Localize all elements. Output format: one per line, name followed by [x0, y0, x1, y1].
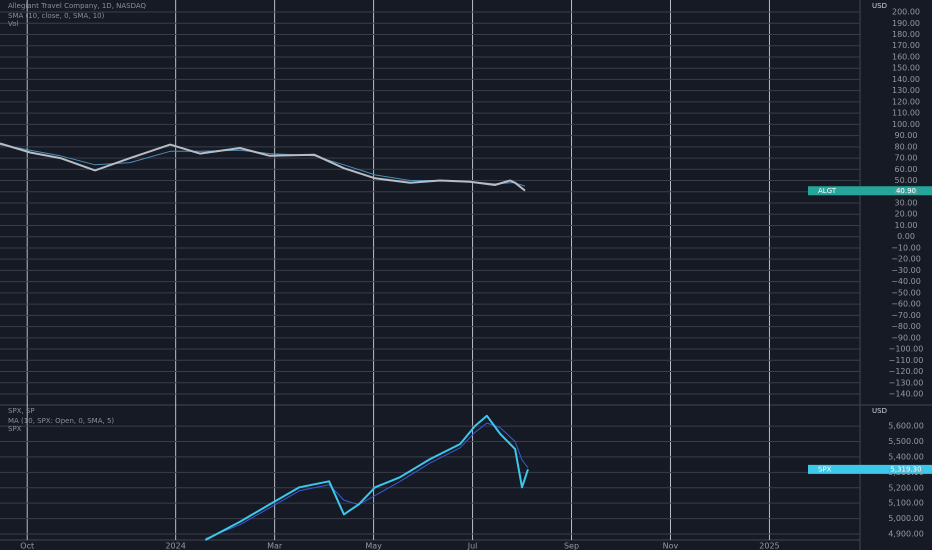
y-tick-label: 70.00 [895, 154, 918, 163]
legend-entry: SPX [8, 425, 22, 433]
y-tick-label: 5,000.00 [888, 514, 924, 523]
y-tick-label: 90.00 [895, 131, 918, 140]
y-tick-label: −70.00 [891, 311, 921, 320]
x-tick-label: 2024 [165, 542, 185, 550]
y-tick-label: −130.00 [889, 378, 924, 387]
y-tick-label: 170.00 [892, 41, 920, 50]
y-tick-label: 110.00 [892, 109, 920, 118]
y-tick-label: 130.00 [892, 86, 920, 95]
y-tick-label: 60.00 [895, 165, 918, 174]
last-price-tag [808, 186, 932, 196]
x-tick-label: Nov [663, 542, 679, 550]
x-tick-label: May [365, 542, 382, 550]
series-line [0, 144, 526, 187]
y-tick-label: −10.00 [891, 243, 921, 252]
x-tick-label: 2025 [759, 542, 779, 550]
last-symbol: ALGT [818, 187, 837, 195]
y-tick-label: −110.00 [889, 356, 924, 365]
y-tick-label: 30.00 [895, 199, 918, 208]
x-tick-label: Mar [267, 542, 283, 550]
last-price: 5,319.30 [890, 465, 921, 473]
y-tick-label: −90.00 [891, 333, 921, 342]
legend-entry: SMA (10, close, 0, SMA, 10) [8, 12, 105, 20]
y-tick-label: −50.00 [891, 288, 921, 297]
legend-entry: MA (10, SPX: Open, 0, SMA, 5) [8, 417, 114, 425]
x-tick-label: Sep [564, 542, 579, 550]
y-tick-label: 140.00 [892, 75, 920, 84]
y-tick-label: 5,100.00 [888, 499, 924, 508]
y-tick-label: 120.00 [892, 97, 920, 106]
y-tick-label: 4,900.00 [888, 529, 924, 538]
y-tick-label: 150.00 [892, 64, 920, 73]
pane-title: SPX, SP [8, 407, 35, 415]
y-tick-label: 180.00 [892, 30, 920, 39]
grids [0, 0, 860, 540]
y-tick-label: −40.00 [891, 277, 921, 286]
y-tick-label: 5,400.00 [888, 452, 924, 461]
marks [0, 142, 932, 541]
currency-label: USD [872, 2, 887, 10]
y-tick-label: −80.00 [891, 322, 921, 331]
y-tick-label: −20.00 [891, 255, 921, 264]
y-tick-label: 20.00 [895, 210, 918, 219]
series-line [0, 142, 526, 192]
y-tick-label: −120.00 [889, 367, 924, 376]
last-price-tag [808, 464, 932, 474]
last-price: 40.90 [896, 187, 916, 195]
pane-title: Allegiant Travel Company, 1D, NASDAQ [8, 2, 147, 10]
y-tick-label: 80.00 [895, 142, 918, 151]
y-tick-label: 100.00 [892, 120, 920, 129]
series-line [205, 422, 529, 540]
y-tick-label: 160.00 [892, 52, 920, 61]
y-tick-label: −60.00 [891, 300, 921, 309]
x-tick-label: Jul [467, 542, 478, 550]
y-tick-label: −100.00 [889, 345, 924, 354]
legend-entry: Vol [8, 20, 19, 28]
y-tick-label: 5,300.00 [888, 468, 924, 477]
y-tick-label: 200.00 [892, 8, 920, 17]
series-line [204, 414, 529, 541]
currency-label: USD [872, 407, 887, 415]
y-tick-label: 5,200.00 [888, 483, 924, 492]
x-tick-label: Oct [20, 542, 34, 550]
y-tick-label: 10.00 [895, 221, 918, 230]
labels: Oct 2024 Mar May Jul Sep Nov 2025 USD 200.00 190.0… [8, 2, 924, 550]
y-tick-label: −140.00 [889, 389, 924, 398]
y-tick-label: 50.00 [895, 176, 918, 185]
y-tick-label: 5,600.00 [888, 422, 924, 431]
y-tick-label: 0.00 [897, 232, 915, 241]
y-tick-label: 190.00 [892, 19, 920, 28]
y-tick-label: 5,500.00 [888, 437, 924, 446]
y-tick-label: −30.00 [891, 266, 921, 275]
y-tick-label: 40.00 [895, 187, 918, 196]
last-symbol: SPX [818, 465, 832, 473]
